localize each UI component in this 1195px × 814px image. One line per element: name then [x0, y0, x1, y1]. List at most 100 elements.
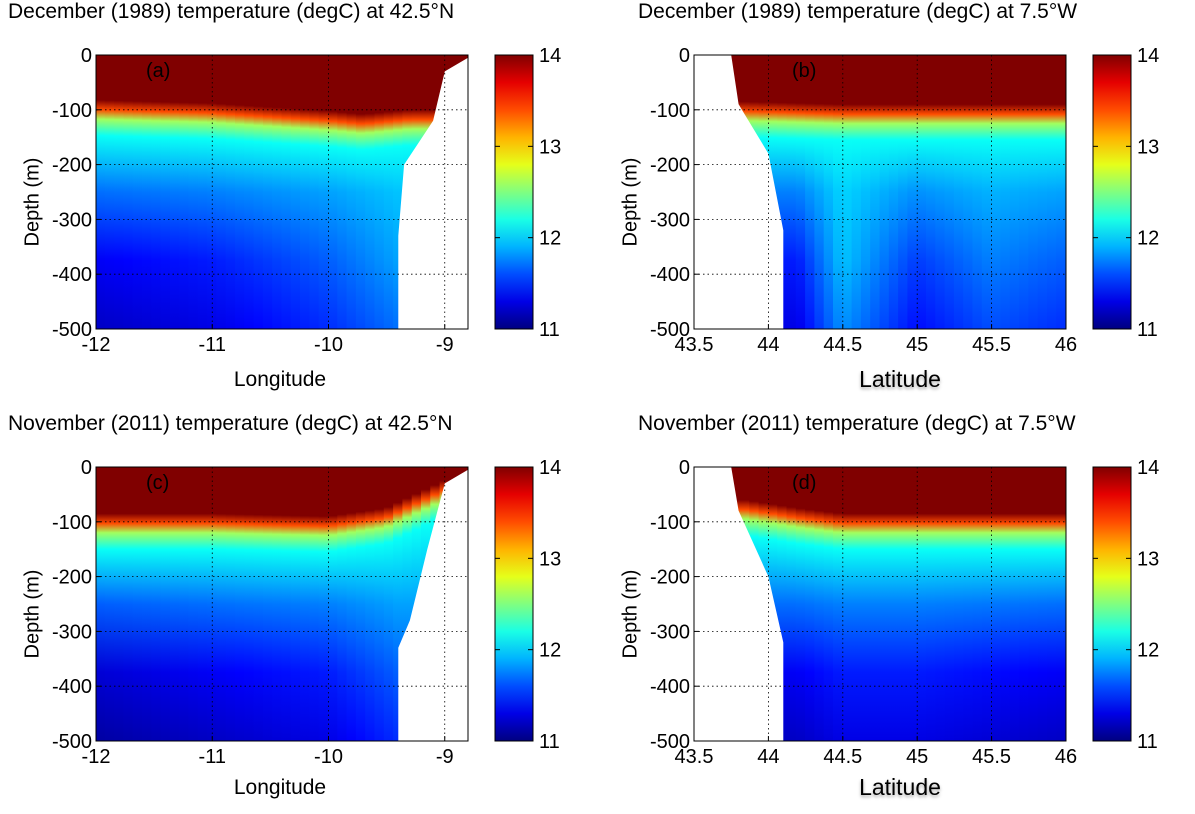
colorbar	[1092, 466, 1132, 742]
colorbar-tick-label: 14	[539, 45, 561, 67]
field-strip	[142, 55, 153, 329]
colorbar	[494, 54, 534, 330]
field-strip	[355, 55, 367, 329]
y-tick-label: -500	[52, 319, 92, 341]
field-strip	[879, 55, 890, 329]
field-strip	[1028, 55, 1039, 329]
field-strip	[953, 467, 965, 741]
field-strip	[935, 467, 946, 741]
x-axis-label: Latitude	[859, 366, 941, 392]
field-strip	[169, 467, 181, 741]
x-axis-label: Longitude	[233, 368, 327, 391]
field-strip	[991, 467, 1002, 741]
chart-title: November (2011) temperature (degC) at 42…	[8, 412, 453, 435]
section-plot-c: 0 -100 -200 -300 -400 -500-12 -11 -10 -9 (c) 14 13 1…	[52, 457, 561, 768]
field-strip	[870, 55, 881, 329]
field-strip	[888, 467, 900, 741]
colorbar	[1092, 54, 1132, 330]
y-tick-label: -100	[52, 512, 92, 534]
grid-lines	[96, 467, 468, 741]
field-strip	[393, 55, 404, 329]
x-tick-label: -12	[82, 334, 111, 356]
field-strip	[272, 55, 283, 329]
x-tick-label: -10	[314, 746, 343, 768]
field-strip	[777, 467, 788, 741]
x-tick-label: 44	[757, 746, 779, 768]
y-axis-label: Depth (m)	[21, 569, 44, 659]
field-strip	[96, 467, 106, 741]
field-strip	[907, 467, 918, 741]
field-strip	[1000, 467, 1011, 741]
field-strip	[814, 467, 825, 741]
field-strip	[972, 467, 983, 741]
x-tick-label: 45.5	[972, 334, 1011, 356]
x-tick-label: -9	[436, 334, 454, 356]
x-tick-label: 44.5	[823, 334, 862, 356]
field-strip	[365, 467, 376, 741]
colorbar-tick-label: 13	[1137, 548, 1159, 570]
field-strip	[169, 55, 181, 329]
colorbar-tick-label: 11	[1137, 731, 1158, 753]
field-strip	[309, 467, 320, 741]
field-strip	[777, 55, 788, 329]
field-strip	[290, 55, 302, 329]
colorbar-tick-label: 14	[539, 457, 561, 479]
field-strip	[207, 55, 218, 329]
x-tick-label: 43.5	[675, 334, 714, 356]
y-tick-label: -500	[650, 319, 690, 341]
y-axis-label: Depth (m)	[619, 157, 642, 247]
x-tick-label: 45.5	[972, 746, 1011, 768]
field-strip	[860, 467, 872, 741]
colorbar-tick-label: 12	[539, 640, 561, 662]
x-tick-label: 46	[1055, 746, 1077, 768]
field-strip	[300, 467, 311, 741]
field-strip	[197, 467, 209, 741]
grid-lines	[694, 55, 1066, 329]
field-strip	[346, 467, 357, 741]
plot-frame	[95, 466, 469, 742]
panel-d: November (2011) temperature (degC) at 7.…	[598, 412, 1195, 814]
field-strip	[1019, 55, 1030, 329]
field-strip	[814, 55, 825, 329]
y-tick-label: -500	[650, 731, 690, 753]
field-strip	[916, 55, 927, 329]
y-tick-label: 0	[679, 45, 690, 67]
x-tick-label: 43.5	[675, 746, 714, 768]
colorbar-tick-label: 11	[1137, 319, 1158, 341]
field-strip	[114, 55, 125, 329]
x-tick-label: -12	[82, 746, 111, 768]
field-strip	[328, 467, 339, 741]
panel-letter: (c)	[146, 472, 169, 494]
field-strip	[879, 467, 890, 741]
y-tick-label: -100	[650, 100, 690, 122]
panel-letter: (a)	[146, 60, 170, 82]
field-strip	[786, 55, 797, 329]
temperature-field	[694, 467, 1066, 741]
field-strip	[1000, 55, 1011, 329]
field-strip	[262, 55, 274, 329]
field-strip	[123, 467, 134, 741]
field-strip	[281, 55, 292, 329]
field-strip	[253, 467, 264, 741]
field-strip	[123, 55, 134, 329]
y-tick-label: -300	[52, 209, 92, 231]
field-strip	[151, 55, 162, 329]
field-strip	[851, 55, 862, 329]
x-tick-label: 44.5	[823, 746, 862, 768]
y-tick-label: -400	[52, 264, 92, 286]
plot-frame	[693, 466, 1067, 742]
field-strip	[981, 55, 993, 329]
field-strip	[281, 467, 292, 741]
panel-b: December (1989) temperature (degC) at 7.…	[598, 0, 1195, 402]
colorbar-tick-label: 11	[539, 319, 560, 341]
colorbar-tick-label: 13	[539, 548, 561, 570]
panel-letter: (b)	[792, 60, 816, 82]
field-strip	[355, 467, 367, 741]
field-strip	[926, 55, 937, 329]
field-strip	[244, 55, 255, 329]
chart-title: December (1989) temperature (degC) at 42…	[8, 0, 455, 23]
y-tick-label: -300	[650, 209, 690, 231]
temperature-field	[96, 55, 468, 329]
field-strip	[944, 55, 955, 329]
